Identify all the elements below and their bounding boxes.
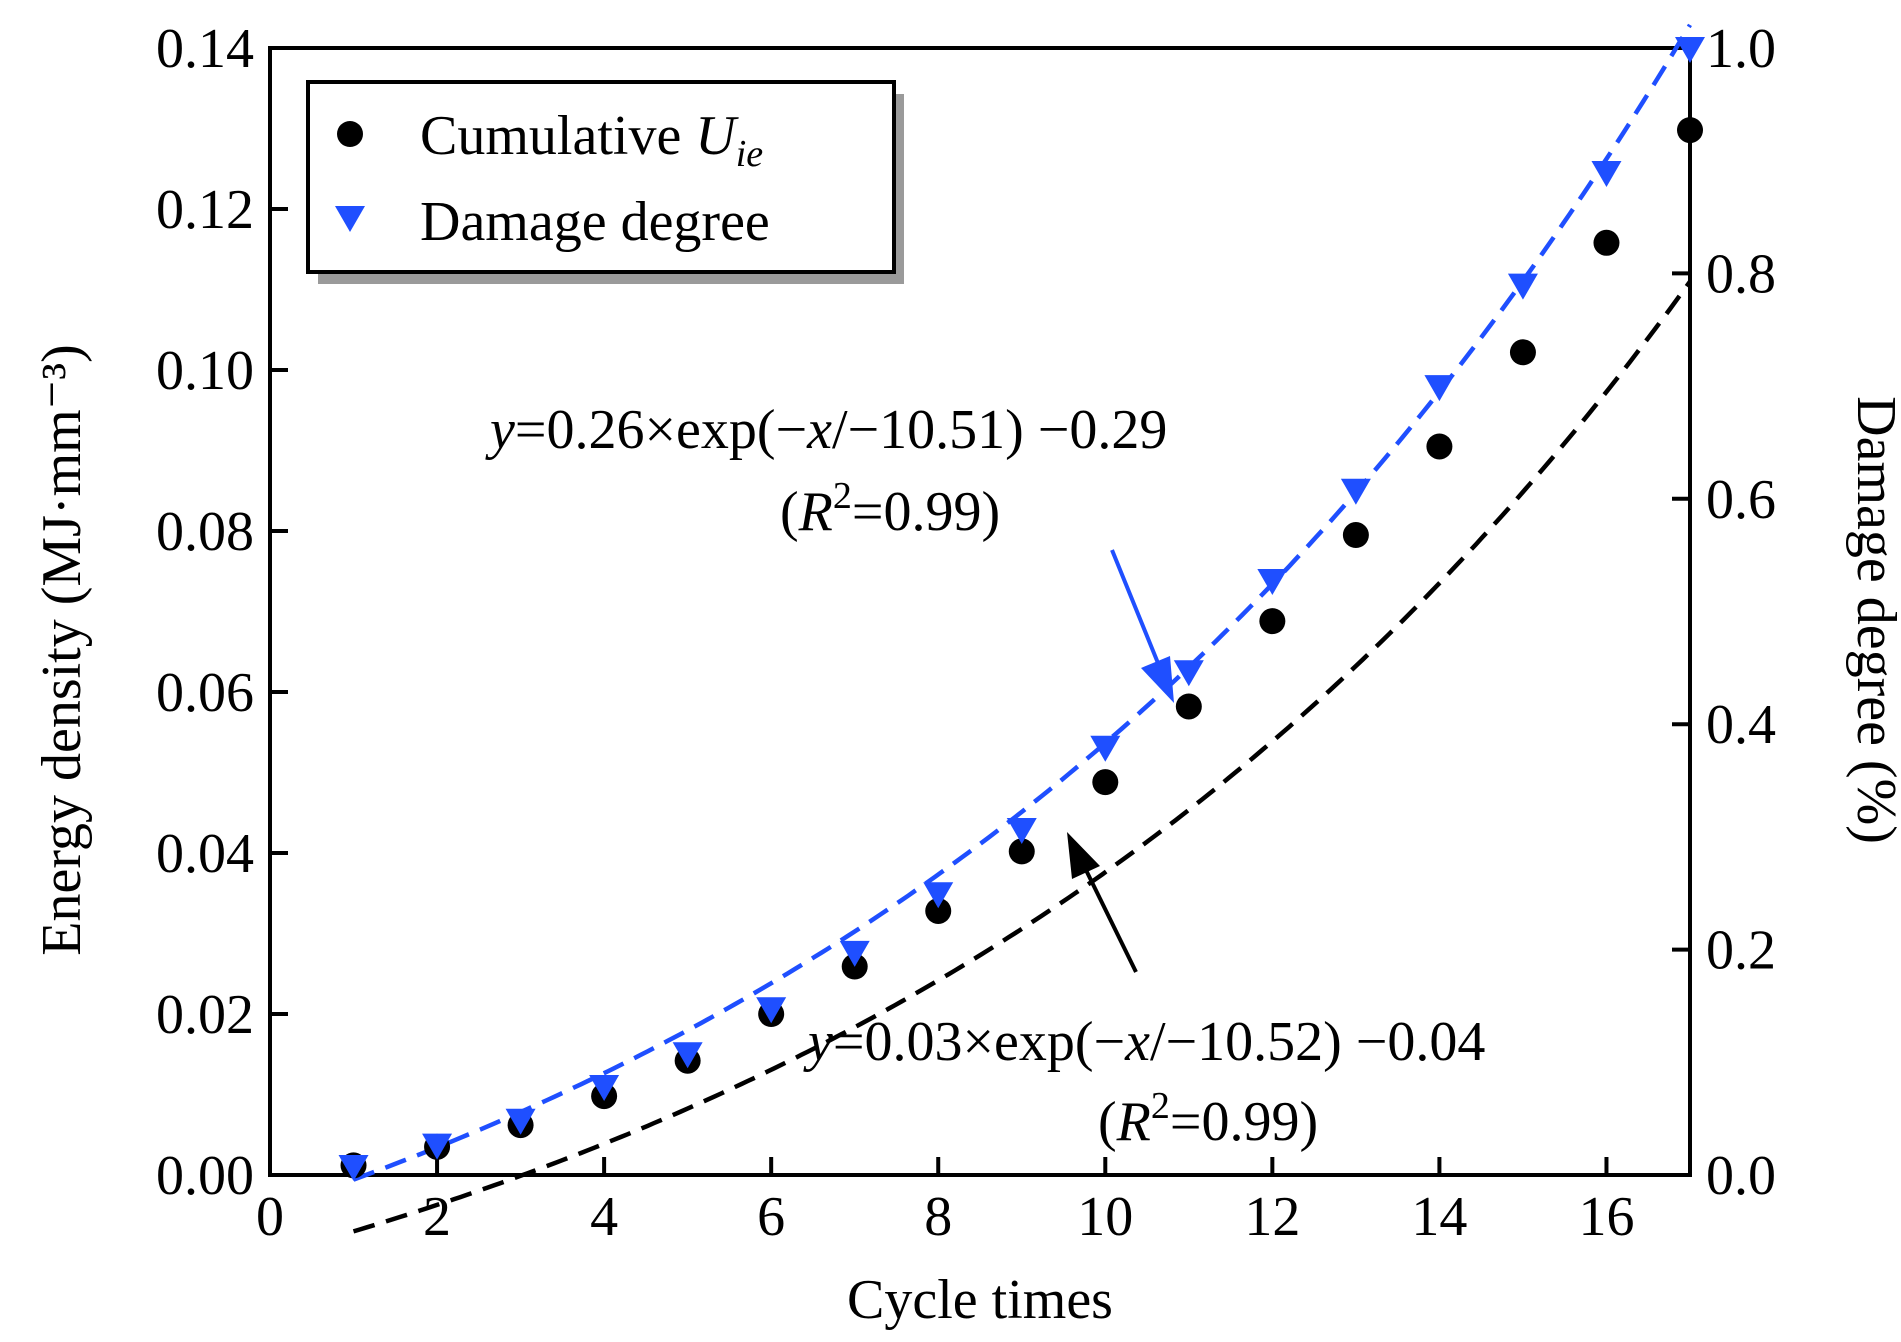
annotation-energy-fit: y=0.03×exp(−x/−10.52) −0.04 (R2=0.99) — [803, 832, 1485, 1153]
x-tick-label: 8 — [924, 1186, 952, 1248]
energy-point — [1342, 522, 1369, 549]
y-left-tick-label: 0.02 — [156, 984, 254, 1046]
legend-box — [306, 80, 896, 274]
damage-point — [1173, 660, 1204, 687]
y-left-tick-label: 0.12 — [156, 179, 254, 241]
y-left-tick-label: 0.00 — [156, 1145, 254, 1207]
x-tick-label: 4 — [590, 1186, 618, 1248]
x-tick-label: 10 — [1077, 1186, 1133, 1248]
damage-point — [1424, 375, 1455, 402]
legend-label-cumulative: Cumulative Uie — [420, 105, 763, 175]
energy-point — [925, 897, 952, 924]
damage-point — [505, 1108, 536, 1135]
y-right-tick-label: 1.0 — [1706, 18, 1776, 80]
x-axis-title: Cycle times — [847, 1269, 1113, 1331]
damage-point — [1675, 37, 1705, 63]
x-tick-label: 6 — [757, 1186, 785, 1248]
damage-point — [422, 1133, 453, 1160]
legend-label-damage: Damage degree — [420, 191, 770, 253]
plot-frame — [268, 46, 1692, 1177]
y-axis-left-title: Energy density (MJ·mm⁻³) — [31, 344, 93, 955]
y-left-tick-label: 0.14 — [156, 18, 254, 80]
annotation-energy-r2: (R2=0.99) — [1098, 1085, 1318, 1153]
damage-point — [1507, 273, 1538, 300]
y-right-tick-label: 0.6 — [1706, 469, 1776, 531]
damage-point — [923, 882, 954, 909]
damage-point — [1090, 735, 1121, 762]
data-points — [338, 37, 1705, 1181]
energy-point — [1426, 433, 1453, 460]
annotation-damage-arrowhead — [1141, 656, 1174, 703]
annotation-energy-arrowhead — [1067, 832, 1100, 879]
damage-point — [839, 940, 870, 967]
energy-point — [1008, 838, 1035, 865]
y-right-tick-label: 0.0 — [1706, 1145, 1776, 1207]
x-tick-label: 0 — [256, 1186, 284, 1248]
x-tick-label: 12 — [1244, 1186, 1300, 1248]
legend-marker-circle — [337, 121, 363, 147]
energy-point — [1259, 608, 1286, 635]
energy-point — [1092, 769, 1119, 796]
annotation-damage-r2: (R2=0.99) — [780, 475, 1000, 543]
energy-point — [1509, 339, 1536, 366]
annotation-damage-fit: y=0.26×exp(−x/−10.51) −0.29 (R2=0.99) — [485, 399, 1174, 703]
damage-point — [589, 1074, 620, 1101]
damage-point — [1591, 160, 1622, 187]
legend: Cumulative Uie Damage degree — [306, 80, 904, 284]
damage-point — [1006, 818, 1037, 845]
y-left-tick-label: 0.10 — [156, 340, 254, 402]
y-right-tick-label: 0.2 — [1706, 920, 1776, 982]
annotation-damage-equation: y=0.26×exp(−x/−10.51) −0.29 — [485, 399, 1167, 461]
y-left-tick-label: 0.04 — [156, 823, 254, 885]
annotation-energy-equation: y=0.03×exp(−x/−10.52) −0.04 — [803, 1011, 1485, 1073]
energy-point — [1175, 693, 1202, 720]
energy-point — [1677, 117, 1703, 144]
x-tick-label: 16 — [1578, 1186, 1634, 1248]
damage-point — [1257, 568, 1288, 595]
ticks-layer: 0 2 4 6 8 10 12 14 16 0.00 0.02 0.04 0.06 0.08 0.10 0.1… — [156, 18, 1776, 1248]
annotation-damage-arrow — [1110, 549, 1162, 669]
damage-point — [672, 1042, 703, 1069]
y-right-tick-label: 0.4 — [1706, 694, 1776, 756]
x-tick-label: 2 — [423, 1186, 451, 1248]
y-right-tick-label: 0.8 — [1706, 243, 1776, 305]
x-tick-label: 14 — [1411, 1186, 1467, 1248]
y-left-tick-label: 0.06 — [156, 662, 254, 724]
energy-point — [1593, 229, 1620, 256]
fit-curves — [352, 23, 1692, 1234]
fit-curve — [352, 23, 1692, 1182]
y-axis-right-title: Damage degree (%) — [1845, 396, 1901, 844]
damage-point — [1340, 478, 1371, 505]
damage-point — [338, 1154, 369, 1181]
y-left-tick-label: 0.08 — [156, 501, 254, 563]
annotation-energy-arrow — [1083, 867, 1138, 973]
legend-marker-triangle — [335, 206, 365, 232]
damage-point — [756, 997, 787, 1024]
